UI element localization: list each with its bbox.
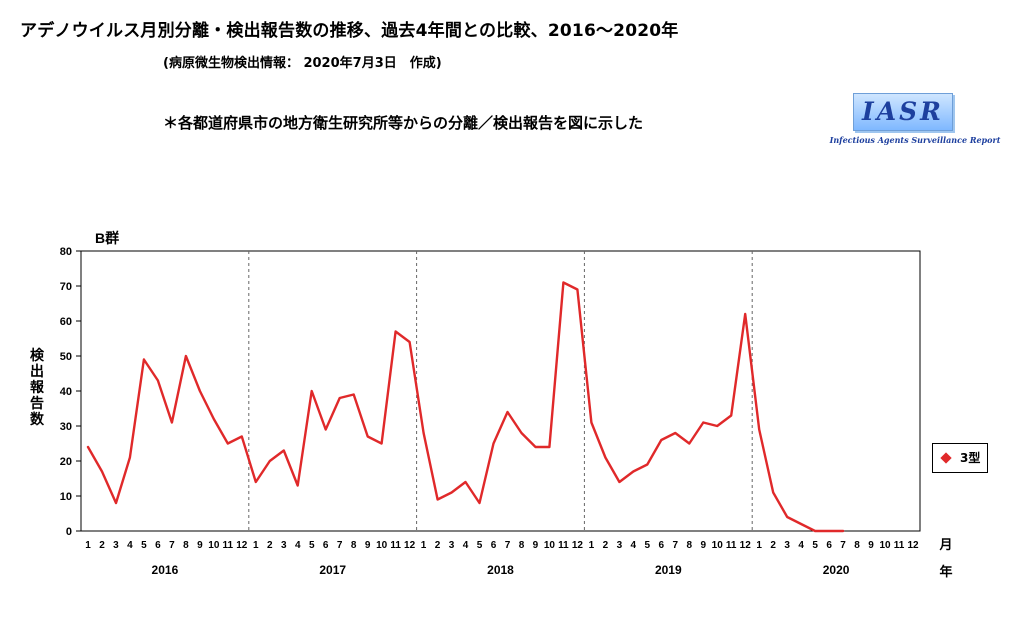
x-tick-label-month: 6 — [826, 540, 832, 551]
x-tick-label-month: 6 — [323, 540, 329, 551]
plot-area-frame — [80, 250, 921, 532]
x-tick-label-month: 8 — [686, 540, 692, 551]
x-tick-label-month: 2 — [770, 540, 776, 551]
x-tick-label-month: 12 — [572, 540, 584, 551]
x-tick-label-month: 4 — [798, 540, 804, 551]
x-tick-label-month: 5 — [141, 540, 147, 551]
x-tick-label-month: 5 — [477, 540, 483, 551]
x-tick-label-month: 10 — [879, 540, 891, 551]
page-note: ＊各都道府県市の地方衛生研究所等からの分離／検出報告を図に示した — [163, 114, 644, 132]
x-tick-label-month: 9 — [365, 540, 371, 551]
x-tick-label-month: 6 — [491, 540, 497, 551]
x-tick-label-month: 11 — [390, 540, 401, 551]
x-tick-label-month: 10 — [712, 540, 724, 551]
x-tick-label-month: 4 — [463, 540, 469, 551]
y-tick-label: 0 — [66, 526, 72, 538]
x-tick-label-month: 12 — [404, 540, 416, 551]
page-title: アデノウイルス月別分離・検出報告数の推移、過去4年間との比較、2016〜2020… — [20, 21, 679, 41]
x-tick-label-month: 2 — [99, 540, 105, 551]
y-tick-label: 10 — [60, 491, 72, 503]
y-tick-label: 20 — [60, 456, 72, 468]
x-tick-label-month: 10 — [544, 540, 556, 551]
x-tick-label-month: 10 — [208, 540, 220, 551]
x-tick-label-month: 1 — [756, 540, 762, 551]
x-tick-label-month: 7 — [337, 540, 343, 551]
x-tick-label-month: 6 — [155, 540, 161, 551]
x-tick-label-month: 9 — [700, 540, 706, 551]
x-tick-label-month: 8 — [351, 540, 357, 551]
x-tick-label-month: 12 — [907, 540, 919, 551]
x-tick-label-month: 7 — [169, 540, 175, 551]
x-tick-label-year: 2019 — [655, 563, 682, 577]
y-tick-label: 70 — [60, 281, 72, 293]
iasr-logo-caption: Infectious Agents Surveillance Report — [829, 135, 1001, 145]
legend-label: 3型 — [960, 451, 981, 465]
x-tick-label-month: 9 — [868, 540, 874, 551]
y-tick-label: 60 — [60, 316, 72, 328]
x-tick-label-month: 1 — [85, 540, 91, 551]
x-tick-label-month: 2 — [435, 540, 441, 551]
x-tick-label-month: 3 — [617, 540, 623, 551]
x-tick-label-month: 2 — [267, 540, 273, 551]
x-tick-label-month: 1 — [589, 540, 595, 551]
x-tick-label-month: 10 — [376, 540, 388, 551]
year-unit-label: 年 — [939, 564, 952, 579]
x-tick-label-month: 11 — [894, 540, 905, 551]
x-tick-label-month: 7 — [840, 540, 846, 551]
iasr-logo-badge: IASR — [853, 93, 953, 131]
iasr-logo-text: IASR — [862, 97, 944, 126]
x-tick-label-month: 2 — [603, 540, 609, 551]
iasr-logo: IASR Infectious Agents Surveillance Repo… — [820, 93, 1010, 155]
x-tick-label-month: 7 — [673, 540, 679, 551]
x-tick-label-month: 3 — [784, 540, 790, 551]
x-tick-label-year: 2017 — [319, 563, 346, 577]
x-tick-label-month: 11 — [558, 540, 569, 551]
x-tick-label-month: 8 — [519, 540, 525, 551]
x-tick-label-month: 6 — [659, 540, 665, 551]
y-tick-label: 80 — [60, 246, 72, 258]
y-axis-label: 検出報告数 — [30, 347, 45, 427]
x-tick-label-year: 2018 — [487, 563, 514, 577]
x-tick-label-month: 5 — [309, 540, 315, 551]
month-unit-label: 月 — [938, 537, 952, 552]
y-tick-label: 30 — [60, 421, 72, 433]
x-tick-label-month: 12 — [236, 540, 248, 551]
y-tick-label: 50 — [60, 351, 72, 363]
x-tick-label-month: 4 — [631, 540, 637, 551]
x-tick-label-month: 3 — [449, 540, 455, 551]
x-tick-label-year: 2020 — [823, 563, 850, 577]
x-tick-label-month: 1 — [253, 540, 259, 551]
x-tick-label-month: 8 — [854, 540, 860, 551]
series-line — [86, 281, 845, 533]
chart-title: B群 — [95, 230, 119, 246]
x-tick-label-year: 2016 — [152, 563, 179, 577]
x-tick-label-month: 5 — [645, 540, 651, 551]
x-tick-label-month: 12 — [740, 540, 752, 551]
x-tick-label-month: 11 — [726, 540, 737, 551]
x-tick-label-month: 4 — [295, 540, 301, 551]
page-subtitle: (病原微生物検出情報： 2020年7月3日 作成) — [163, 56, 442, 71]
x-tick-label-month: 1 — [421, 540, 427, 551]
x-tick-label-month: 11 — [223, 540, 234, 551]
chart-legend: 3型 — [932, 443, 988, 473]
y-tick-label: 40 — [60, 386, 72, 398]
x-tick-label-month: 8 — [183, 540, 189, 551]
legend-marker-diamond-icon — [940, 452, 952, 464]
x-tick-label-month: 7 — [505, 540, 511, 551]
x-tick-label-month: 3 — [281, 540, 287, 551]
x-tick-label-month: 4 — [127, 540, 133, 551]
x-tick-label-month: 9 — [197, 540, 203, 551]
x-tick-label-month: 3 — [113, 540, 119, 551]
x-tick-label-month: 5 — [812, 540, 818, 551]
x-tick-label-month: 9 — [533, 540, 539, 551]
